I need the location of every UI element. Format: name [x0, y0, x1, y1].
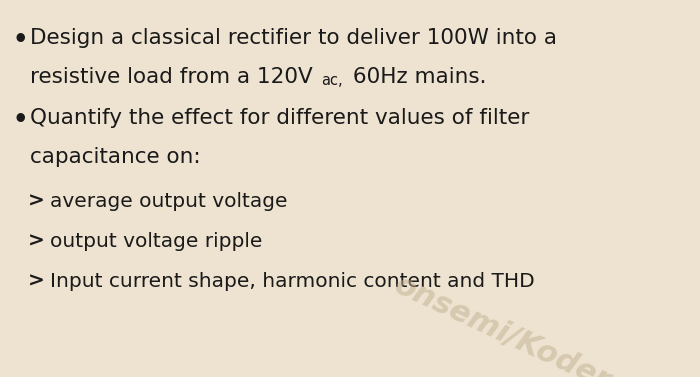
- Text: •: •: [12, 28, 27, 52]
- Text: capacitance on:: capacitance on:: [30, 147, 201, 167]
- Text: Quantify the effect for different values of filter: Quantify the effect for different values…: [30, 108, 529, 128]
- Text: Input current shape, harmonic content and THD: Input current shape, harmonic content an…: [50, 272, 535, 291]
- Text: Design a classical rectifier to deliver 100W into a: Design a classical rectifier to deliver …: [30, 28, 557, 48]
- Text: •: •: [12, 108, 27, 132]
- Text: average output voltage: average output voltage: [50, 192, 288, 211]
- Text: 60Hz mains.: 60Hz mains.: [346, 67, 486, 87]
- Text: >: >: [28, 272, 45, 291]
- Text: ac,: ac,: [321, 73, 342, 88]
- Text: >: >: [28, 232, 45, 251]
- Text: onsemi/Kodera: onsemi/Kodera: [390, 270, 634, 377]
- Text: resistive load from a 120V: resistive load from a 120V: [30, 67, 313, 87]
- Text: output voltage ripple: output voltage ripple: [50, 232, 262, 251]
- Text: >: >: [28, 192, 45, 211]
